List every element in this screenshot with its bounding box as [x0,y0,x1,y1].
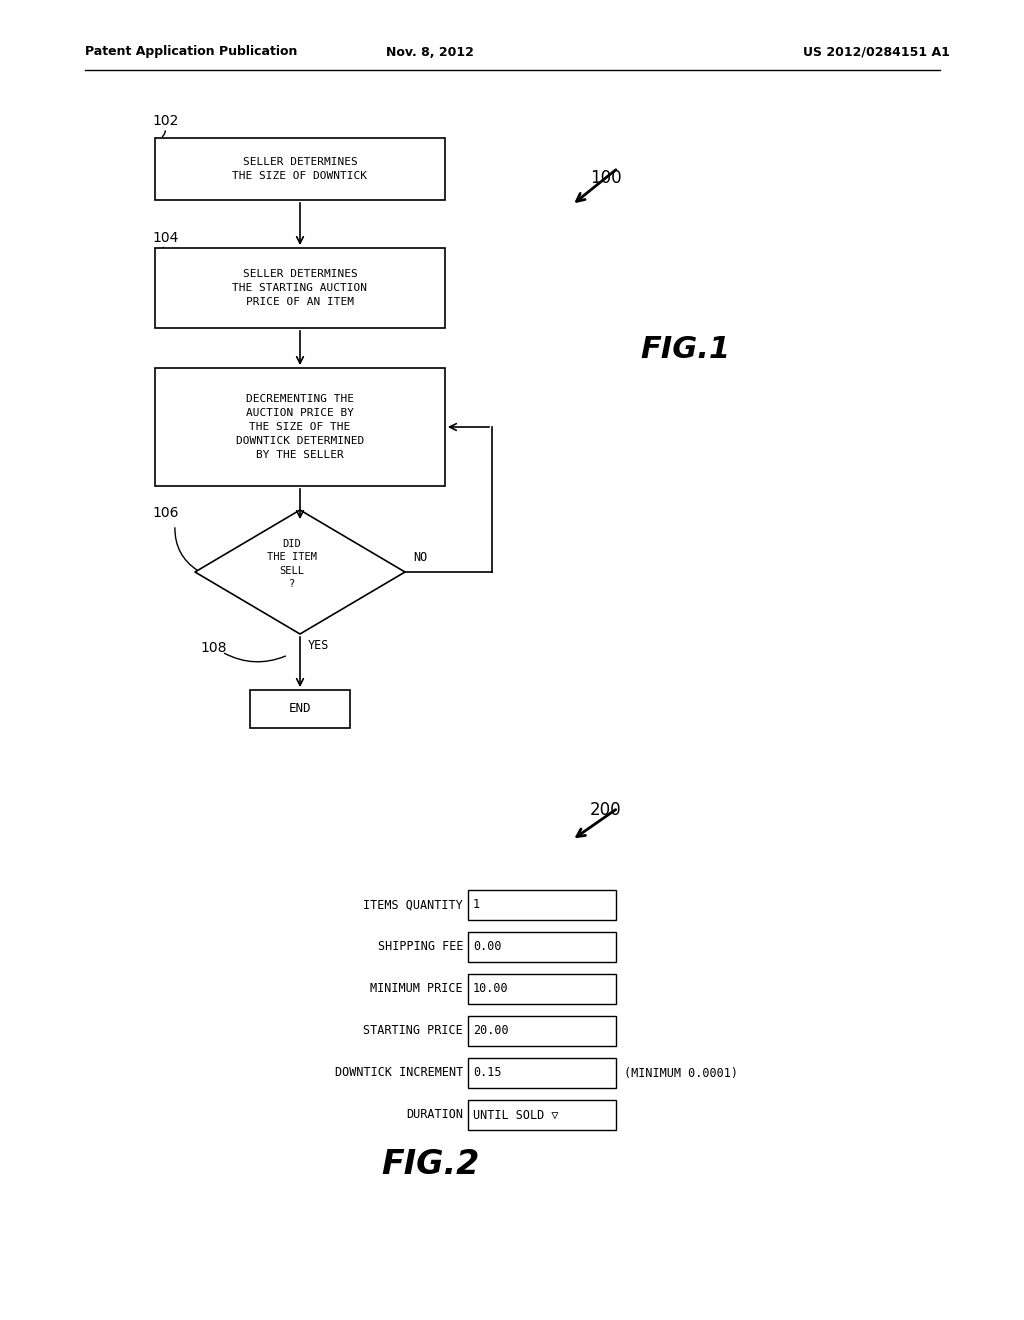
Text: SELLER DETERMINES
THE STARTING AUCTION
PRICE OF AN ITEM: SELLER DETERMINES THE STARTING AUCTION P… [232,269,368,308]
Text: 102: 102 [152,114,178,128]
Text: 104: 104 [152,231,178,246]
Text: FIG.1: FIG.1 [640,335,730,364]
Text: SHIPPING FEE: SHIPPING FEE [378,940,463,953]
Text: MINIMUM PRICE: MINIMUM PRICE [371,982,463,995]
Text: DURATION: DURATION [406,1109,463,1122]
Text: 0.00: 0.00 [473,940,502,953]
Text: US 2012/0284151 A1: US 2012/0284151 A1 [803,45,950,58]
Text: (MINIMUM 0.0001): (MINIMUM 0.0001) [624,1067,738,1080]
Text: 106: 106 [152,506,178,520]
Text: 200: 200 [590,801,622,818]
Text: NO: NO [413,550,427,564]
Bar [155,139,445,201]
Bar [468,1016,616,1045]
Text: 1: 1 [473,899,480,912]
Text: DECREMENTING THE
AUCTION PRICE BY
THE SIZE OF THE
DOWNTICK DETERMINED
BY THE SEL: DECREMENTING THE AUCTION PRICE BY THE SI… [236,393,365,459]
Text: 20.00: 20.00 [473,1024,509,1038]
Text: UNTIL SOLD ▽: UNTIL SOLD ▽ [473,1109,558,1122]
Bar [468,890,616,920]
Text: 108: 108 [200,642,226,655]
Text: DOWNTICK INCREMENT: DOWNTICK INCREMENT [335,1067,463,1080]
Text: STARTING PRICE: STARTING PRICE [364,1024,463,1038]
Text: ITEMS QUANTITY: ITEMS QUANTITY [364,899,463,912]
Text: FIG.2: FIG.2 [381,1148,479,1181]
Text: YES: YES [308,639,330,652]
Bar [468,974,616,1005]
Bar [468,1100,616,1130]
Text: END: END [289,702,311,715]
Bar [468,932,616,962]
Bar [468,1059,616,1088]
Text: 10.00: 10.00 [473,982,509,995]
Text: 100: 100 [590,169,622,187]
Bar [155,248,445,327]
Text: Nov. 8, 2012: Nov. 8, 2012 [386,45,474,58]
Bar [155,368,445,486]
Bar [250,690,350,729]
Text: SELLER DETERMINES
THE SIZE OF DOWNTICK: SELLER DETERMINES THE SIZE OF DOWNTICK [232,157,368,181]
Text: DID
THE ITEM
SELL
?: DID THE ITEM SELL ? [267,539,317,589]
Text: 0.15: 0.15 [473,1067,502,1080]
Text: Patent Application Publication: Patent Application Publication [85,45,297,58]
